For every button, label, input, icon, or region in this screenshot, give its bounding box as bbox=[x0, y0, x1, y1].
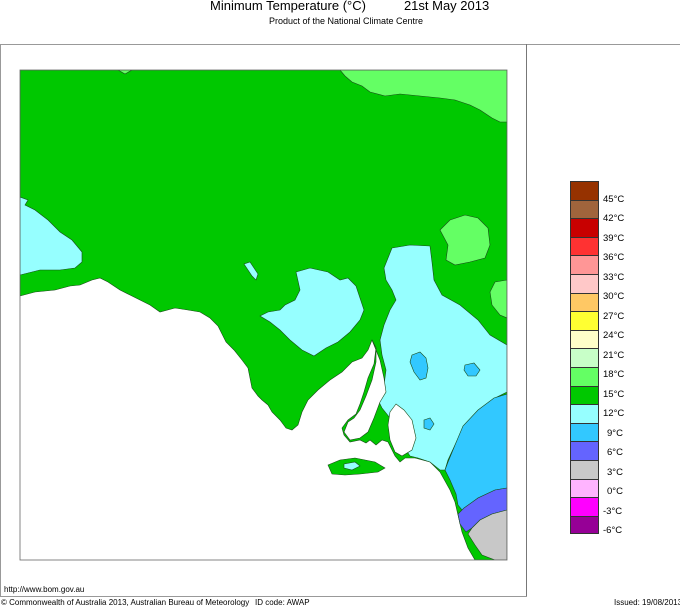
legend-swatch bbox=[570, 441, 599, 460]
legend-swatch bbox=[570, 404, 599, 423]
spencer-gulf bbox=[343, 339, 387, 441]
region-9-12-central bbox=[259, 267, 365, 357]
legend-swatch bbox=[570, 329, 599, 349]
kangaroo-island-cool bbox=[343, 461, 361, 471]
region-15-18-north bbox=[339, 70, 507, 123]
region-9-12-west bbox=[20, 196, 83, 276]
subtitle: Product of the National Climate Centre bbox=[268, 16, 424, 26]
source-url: http://www.bom.gov.au bbox=[4, 585, 85, 594]
legend-swatch bbox=[570, 199, 599, 219]
legend-swatch bbox=[570, 422, 599, 442]
legend-swatch bbox=[570, 348, 599, 367]
legend-swatch bbox=[570, 459, 599, 479]
gulf-st-vincent bbox=[387, 403, 417, 457]
map-title: Minimum Temperature (°C) 21st May 2013 bbox=[210, 0, 489, 13]
legend-label: 21°C bbox=[603, 350, 625, 361]
legend-swatch bbox=[570, 366, 599, 386]
title-date: 21st May 2013 bbox=[403, 0, 490, 13]
copyright: © Commonwealth of Australia 2013, Austra… bbox=[1, 598, 250, 607]
legend-label: 36°C bbox=[603, 252, 625, 263]
region-6-9-lake bbox=[409, 351, 429, 381]
legend-label: -3°C bbox=[603, 506, 623, 517]
legend-label: 24°C bbox=[603, 330, 625, 341]
legend-label: 42°C bbox=[603, 213, 625, 224]
title-text: Minimum Temperature (°C) bbox=[210, 0, 366, 13]
legend-swatches bbox=[570, 181, 599, 535]
legend-label: 3°C bbox=[607, 467, 623, 478]
region-15-18-east2 bbox=[489, 279, 507, 319]
region-0-3 bbox=[467, 509, 507, 560]
legend-swatch bbox=[570, 255, 599, 274]
legend-label: 39°C bbox=[603, 233, 625, 244]
legend-label: 27°C bbox=[603, 311, 625, 322]
issued-date: Issued: 19/08/2013 bbox=[614, 598, 680, 607]
legend-label: 45°C bbox=[603, 194, 625, 205]
legend-swatch bbox=[570, 515, 599, 535]
legend-label: 15°C bbox=[603, 389, 625, 400]
region-15-18-east bbox=[439, 214, 491, 266]
legend-swatch bbox=[570, 311, 599, 330]
legend-label: 0°C bbox=[607, 486, 623, 497]
region-6-9-blob bbox=[463, 362, 481, 377]
legend-swatch bbox=[570, 497, 599, 516]
legend-swatch bbox=[570, 478, 599, 498]
map-frame bbox=[0, 44, 680, 597]
frame-bottom-line bbox=[0, 596, 527, 597]
legend-swatch bbox=[570, 181, 599, 200]
region-15-18-nw bbox=[117, 70, 133, 75]
region-6-9-small bbox=[423, 417, 435, 431]
legend-swatch bbox=[570, 385, 599, 405]
legend-label: 9°C bbox=[607, 428, 623, 439]
legend-swatch bbox=[570, 236, 599, 256]
legend-label: -6°C bbox=[603, 525, 623, 536]
legend-label: 30°C bbox=[603, 291, 625, 302]
legend-swatch bbox=[570, 273, 599, 293]
temperature-map bbox=[19, 69, 508, 561]
legend-label: 12°C bbox=[603, 408, 625, 419]
legend-label: 33°C bbox=[603, 272, 625, 283]
header: Minimum Temperature (°C) 21st May 2013 Pr… bbox=[0, 0, 680, 40]
panel-divider bbox=[526, 44, 527, 597]
color-legend bbox=[570, 181, 599, 535]
id-code: ID code: AWAP bbox=[255, 598, 310, 607]
legend-swatch bbox=[570, 292, 599, 312]
legend-swatch bbox=[570, 218, 599, 237]
legend-label: 18°C bbox=[603, 369, 625, 380]
region-9-12-lake bbox=[243, 261, 259, 281]
legend-label: 6°C bbox=[607, 447, 623, 458]
